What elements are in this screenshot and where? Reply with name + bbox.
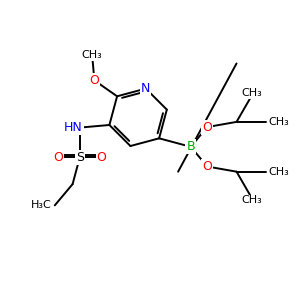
Text: O: O xyxy=(97,151,106,164)
Text: CH₃: CH₃ xyxy=(268,167,289,177)
Text: CH₃: CH₃ xyxy=(241,88,262,98)
Text: O: O xyxy=(53,151,63,164)
Text: CH₃: CH₃ xyxy=(241,195,262,206)
Text: CH₃: CH₃ xyxy=(268,117,289,127)
Text: H₃C: H₃C xyxy=(31,200,52,210)
Text: O: O xyxy=(202,160,212,173)
Text: N: N xyxy=(141,82,151,95)
Text: HN: HN xyxy=(64,121,83,134)
Text: O: O xyxy=(202,121,212,134)
Text: O: O xyxy=(89,74,99,87)
Text: CH₃: CH₃ xyxy=(82,50,103,60)
Text: S: S xyxy=(76,151,84,164)
Text: B: B xyxy=(186,140,195,153)
